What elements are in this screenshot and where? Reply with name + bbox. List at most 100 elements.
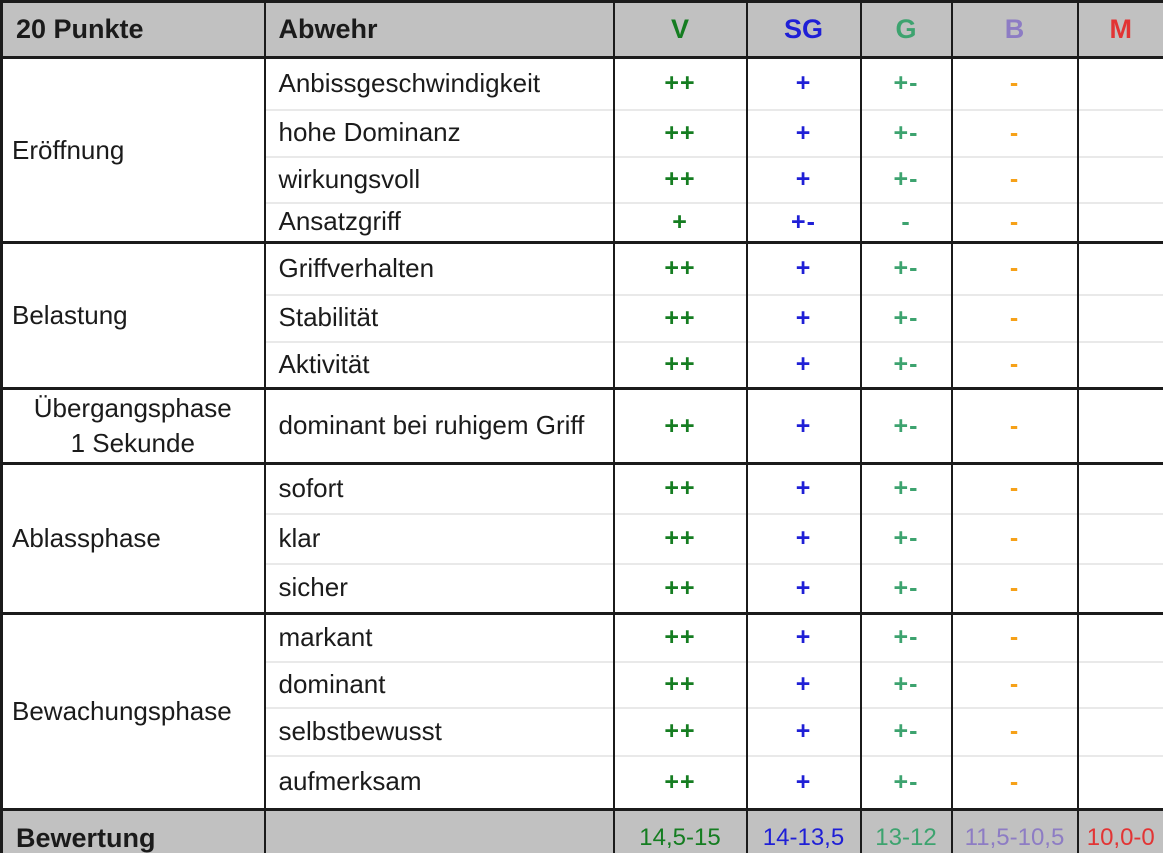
mark-cell: - [950,56,1079,110]
score-range-sg: 14-13,5 [745,808,862,853]
grade-header-v: V [612,1,748,59]
mark-cell: ++ [612,512,748,564]
group-label-line1: Ablassphase [12,523,161,554]
footer-empty-cell [263,808,615,853]
criterion-label: sofort [263,462,615,514]
group-label-line2: 1 Sekunde [70,428,195,459]
mark-cell: - [950,108,1079,157]
criterion-label: sicher [263,562,615,614]
grade-header-sg: SG [745,1,862,59]
mark-cell: + [745,462,862,514]
table-row: Bewachungsphase markant ++ + +- - [0,612,1163,810]
table-row: selbstbewusst ++ + +- - [2,706,1163,756]
mark-cell: +- [859,706,953,756]
table-body: Eröffnung Anbissgeschwindigkeit ++ + +- - hohe… [0,56,1163,810]
mark-cell: + [745,241,862,295]
group-label-line1: Belastung [12,300,128,330]
group-label-line1: Eröffnung [12,134,125,165]
mark-cell: - [950,706,1079,756]
mark-cell: + [745,706,862,756]
mark-cell: + [745,512,862,564]
mark-cell: ++ [612,293,748,342]
grade-header-m: M [1076,1,1163,59]
mark-cell [1076,108,1163,157]
mark-cell: + [612,201,748,243]
mark-cell: - [950,512,1079,564]
mark-cell [1076,241,1163,295]
group-label: Übergangsphase 1 Sekunde [0,386,266,464]
header-row: 20 Punkte Abwehr V SG G B M [0,1,1163,59]
mark-cell: - [950,660,1079,708]
score-range-g: 13-12 [859,808,953,853]
mark-cell: +- [745,201,862,243]
mark-cell: ++ [612,386,748,464]
mark-cell: + [745,754,862,810]
mark-cell: + [745,340,862,389]
mark-cell [1076,201,1163,243]
mark-cell: +- [859,462,953,514]
mark-cell: + [745,155,862,203]
table-row: Übergangsphase 1 Sekunde dominant bei ruhi… [0,386,1163,464]
criterion-label: Stabilität [263,293,615,342]
mark-cell: +- [859,241,953,295]
mark-cell: + [745,386,862,464]
criterion-label: dominant [263,660,615,708]
mark-cell: - [950,754,1079,810]
mark-cell [1076,56,1163,110]
criterion-label: klar [263,512,615,564]
table-footer: Bewertung 14,5-15 14-13,5 13-12 11,5-10,… [0,808,1163,853]
mark-cell: +- [859,754,953,810]
grade-header-b: B [950,1,1079,59]
group-label: Ablassphase [0,462,266,614]
group-label: Eröffnung [0,56,266,243]
mark-cell: +- [859,108,953,157]
mark-cell: +- [859,512,953,564]
mark-cell: - [950,201,1079,243]
table-row: Eröffnung Anbissgeschwindigkeit ++ + +- - [0,56,1163,243]
mark-cell [1076,386,1163,464]
mark-cell: - [950,241,1079,295]
table-row: Stabilität ++ + +- - [2,293,1163,342]
mark-cell: - [950,612,1079,662]
criterion-label: aufmerksam [263,754,615,810]
mark-cell [1076,462,1163,514]
mark-cell [1076,340,1163,389]
mark-cell: ++ [612,562,748,614]
mark-cell: + [745,562,862,614]
criterion-label: markant [263,612,615,662]
criterion-label: selbstbewusst [263,706,615,756]
mark-cell: ++ [612,108,748,157]
mark-cell [1076,293,1163,342]
mark-cell: + [745,660,862,708]
criterion-label: hohe Dominanz [263,108,615,157]
table-row: Ablassphase sofort ++ + +- - [0,462,1163,614]
mark-cell [1076,706,1163,756]
mark-cell [1076,660,1163,708]
mark-cell [1076,512,1163,564]
criterion-label: Anbissgeschwindigkeit [263,56,615,110]
table-row: dominant ++ + +- - [2,660,1163,708]
mark-cell: - [950,293,1079,342]
table-row: Belastung Griffverhalten ++ + +- - [0,241,1163,389]
points-header: 20 Punkte [0,1,266,59]
mark-cell: +- [859,660,953,708]
mark-cell: ++ [612,56,748,110]
category-header: Abwehr [263,1,615,59]
mark-cell [1076,562,1163,614]
group-label: Bewachungsphase [0,612,266,810]
mark-cell: - [950,562,1079,614]
mark-cell: +- [859,612,953,662]
criterion-label: dominant bei ruhigem Griff [263,386,615,464]
footer-row: Bewertung 14,5-15 14-13,5 13-12 11,5-10,… [0,808,1163,853]
mark-cell: + [745,108,862,157]
mark-cell: +- [859,155,953,203]
group-label: Belastung [0,241,266,389]
mark-cell: - [859,201,953,243]
mark-cell: + [745,293,862,342]
mark-cell [1076,612,1163,662]
mark-cell [1076,754,1163,810]
criterion-label: wirkungsvoll [263,155,615,203]
mark-cell: - [950,462,1079,514]
group-label-line1: Bewachungsphase [12,696,232,727]
